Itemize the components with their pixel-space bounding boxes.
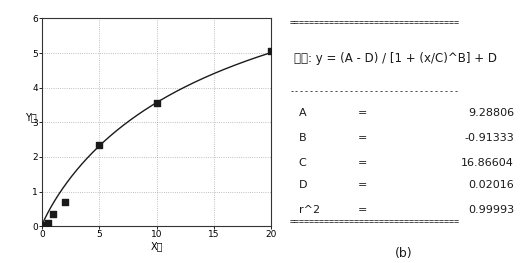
Text: =: = — [358, 133, 368, 143]
Text: -0.91333: -0.91333 — [464, 133, 514, 143]
Point — [38, 223, 46, 227]
Text: ==================================: ================================== — [289, 18, 460, 27]
Text: 方程: y = (A - D) / [1 + (x/C)^B] + D: 方程: y = (A - D) / [1 + (x/C)^B] + D — [294, 52, 497, 65]
Point — [49, 212, 58, 216]
X-axis label: X值: X值 — [150, 241, 163, 251]
Point — [95, 143, 103, 148]
Text: =: = — [358, 205, 368, 215]
Text: 16.86604: 16.86604 — [461, 158, 514, 168]
Text: B: B — [299, 133, 307, 143]
Point — [43, 221, 52, 225]
Text: 9.28806: 9.28806 — [468, 108, 514, 118]
Point — [152, 101, 161, 105]
Text: C: C — [299, 158, 307, 168]
Y-axis label: Y值: Y值 — [25, 112, 37, 122]
Text: 0.02016: 0.02016 — [468, 180, 514, 190]
Text: 0.99993: 0.99993 — [468, 205, 514, 215]
Point — [267, 49, 275, 53]
Text: r^2: r^2 — [299, 205, 320, 215]
Point — [61, 200, 69, 204]
Text: =: = — [358, 108, 368, 118]
Text: D: D — [299, 180, 307, 190]
Text: (b): (b) — [395, 247, 413, 260]
Text: A: A — [299, 108, 307, 118]
Text: ==================================: ================================== — [289, 217, 460, 226]
Text: =: = — [358, 158, 368, 168]
Text: ----------------------------------: ---------------------------------- — [289, 87, 460, 96]
Text: =: = — [358, 180, 368, 190]
